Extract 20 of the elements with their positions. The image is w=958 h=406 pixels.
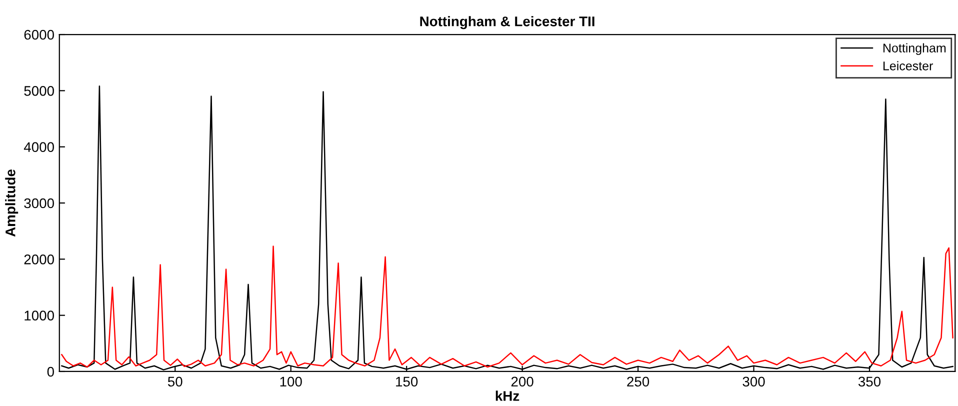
x-tick-label: 350 [858,376,881,387]
legend-label: Leicester [883,61,933,70]
y-tick-label: 2000 [24,254,54,264]
x-tick-label: 150 [396,376,418,387]
y-axis-title: Amplitude [5,170,18,237]
x-tick-label: 250 [627,376,650,387]
y-tick-label: 3000 [24,198,54,208]
x-tick-label: 300 [742,376,765,387]
y-tick-label: 0 [47,366,54,377]
chart-title: Nottingham & Leicester TII [420,16,594,30]
y-tick-label: 1000 [24,310,54,320]
y-tick-label: 4000 [24,142,54,152]
line-series [61,246,954,368]
y-tick-label: 5000 [24,86,54,96]
x-axis-title: kHz [496,390,520,401]
x-tick-label: 200 [511,376,534,387]
x-tick-label: 50 [168,376,182,387]
y-tick-label: 6000 [24,30,54,40]
x-tick-label: 100 [280,376,302,387]
legend-label: Nottingham [883,43,946,55]
